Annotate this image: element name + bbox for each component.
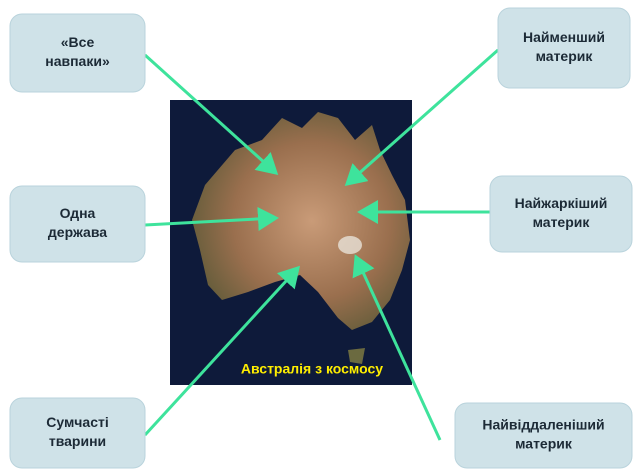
node-label: «Все	[61, 34, 95, 50]
node: Сумчасті тварини	[10, 398, 145, 468]
node-label: Сумчасті	[46, 414, 109, 430]
node: Найменший материк	[498, 8, 630, 88]
diagram: Австралія з космосу «Все навпаки» Одна держ…	[0, 0, 635, 472]
node-label: тварини	[49, 433, 106, 449]
node: Найжаркіший материк	[490, 176, 632, 252]
node-label: Найвіддаленіший	[482, 417, 604, 433]
satellite-image: Австралія з космосу	[170, 100, 412, 385]
node-label: держава	[48, 224, 107, 240]
node-label: материк	[533, 214, 591, 230]
node-label: навпаки»	[45, 53, 110, 69]
node-label: материк	[515, 436, 573, 452]
node: Одна держава	[10, 186, 145, 262]
node: Найвіддаленіший материк	[455, 403, 632, 468]
node-label: Одна	[60, 205, 96, 221]
image-caption: Австралія з космосу	[241, 361, 383, 377]
node-label: материк	[536, 48, 594, 64]
node-label: Найменший	[523, 29, 605, 45]
node-label: Найжаркіший	[515, 195, 608, 211]
node: «Все навпаки»	[10, 14, 145, 92]
